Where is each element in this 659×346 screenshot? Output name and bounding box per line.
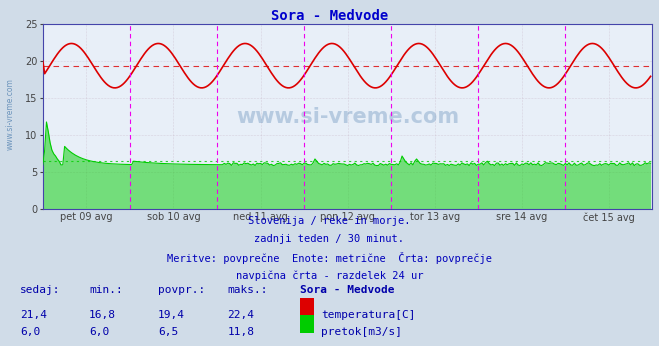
Text: www.si-vreme.com: www.si-vreme.com bbox=[236, 107, 459, 127]
Text: sedaj:: sedaj: bbox=[20, 285, 60, 295]
Text: navpična črta - razdelek 24 ur: navpična črta - razdelek 24 ur bbox=[236, 270, 423, 281]
Text: 16,8: 16,8 bbox=[89, 310, 116, 320]
Text: pretok[m3/s]: pretok[m3/s] bbox=[321, 327, 402, 337]
Text: maks.:: maks.: bbox=[227, 285, 268, 295]
Text: 6,0: 6,0 bbox=[20, 327, 40, 337]
Text: min.:: min.: bbox=[89, 285, 123, 295]
Text: 11,8: 11,8 bbox=[227, 327, 254, 337]
Text: povpr.:: povpr.: bbox=[158, 285, 206, 295]
Text: temperatura[C]: temperatura[C] bbox=[321, 310, 415, 320]
Text: 21,4: 21,4 bbox=[20, 310, 47, 320]
Text: 6,5: 6,5 bbox=[158, 327, 179, 337]
Text: zadnji teden / 30 minut.: zadnji teden / 30 minut. bbox=[254, 234, 405, 244]
Text: Meritve: povprečne  Enote: metrične  Črta: povprečje: Meritve: povprečne Enote: metrične Črta:… bbox=[167, 252, 492, 264]
Text: Sora - Medvode: Sora - Medvode bbox=[300, 285, 394, 295]
Text: Slovenija / reke in morje.: Slovenija / reke in morje. bbox=[248, 216, 411, 226]
Text: 19,4: 19,4 bbox=[158, 310, 185, 320]
Text: 6,0: 6,0 bbox=[89, 327, 109, 337]
Text: www.si-vreme.com: www.si-vreme.com bbox=[5, 78, 14, 150]
Text: Sora - Medvode: Sora - Medvode bbox=[271, 9, 388, 22]
Text: 22,4: 22,4 bbox=[227, 310, 254, 320]
